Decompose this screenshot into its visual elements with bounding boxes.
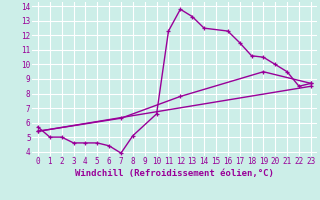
X-axis label: Windchill (Refroidissement éolien,°C): Windchill (Refroidissement éolien,°C) [75, 169, 274, 178]
